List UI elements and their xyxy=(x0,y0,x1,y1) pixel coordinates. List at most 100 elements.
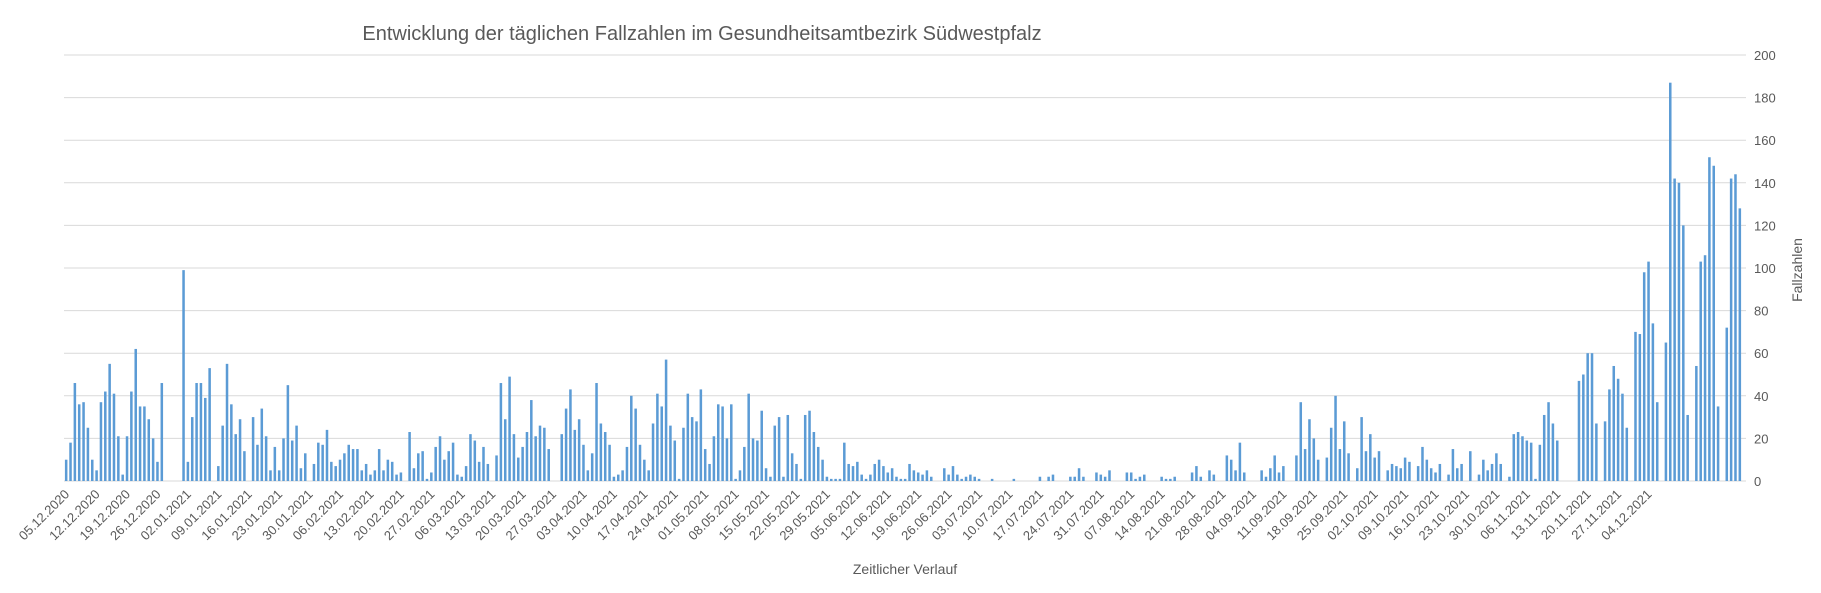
bar xyxy=(1347,453,1350,481)
bar xyxy=(317,442,320,481)
bar xyxy=(956,474,959,481)
bar xyxy=(160,383,164,481)
bar xyxy=(1134,478,1137,481)
bar xyxy=(417,453,420,481)
bar xyxy=(1699,261,1702,481)
bar xyxy=(73,383,77,481)
bar xyxy=(1447,474,1450,481)
bar xyxy=(499,383,503,481)
bar xyxy=(486,463,490,481)
bar xyxy=(1621,393,1624,481)
y-tick-label: 100 xyxy=(1754,261,1776,276)
bar xyxy=(347,444,350,481)
bar xyxy=(1586,353,1589,481)
bar xyxy=(1416,466,1420,481)
bar xyxy=(1634,331,1637,481)
bar xyxy=(1425,459,1429,481)
bar xyxy=(299,468,303,481)
bar xyxy=(1260,470,1263,481)
bar xyxy=(630,395,633,481)
bar xyxy=(560,434,564,481)
bar xyxy=(356,449,359,481)
bar xyxy=(112,393,116,481)
bar xyxy=(1451,449,1455,481)
bar xyxy=(647,470,650,481)
bar xyxy=(390,461,394,481)
bar xyxy=(234,434,237,481)
bar xyxy=(573,429,577,481)
bar xyxy=(930,476,933,481)
bar xyxy=(338,459,342,481)
bar xyxy=(617,474,620,481)
bar xyxy=(603,432,607,481)
bar xyxy=(1199,476,1203,481)
bar xyxy=(1129,472,1133,481)
bar xyxy=(916,472,920,481)
bar xyxy=(204,397,207,481)
y-axis-title: Fallzahlen xyxy=(1789,238,1805,302)
bar xyxy=(738,470,742,481)
bar xyxy=(451,442,455,481)
bar xyxy=(1664,342,1668,481)
bar xyxy=(1356,468,1359,481)
bar xyxy=(1225,455,1229,481)
bar xyxy=(912,470,916,481)
bar xyxy=(1312,438,1316,481)
bar xyxy=(860,474,863,481)
bar xyxy=(1303,449,1307,481)
bar xyxy=(456,474,459,481)
y-tick-label: 40 xyxy=(1754,389,1768,404)
bar xyxy=(1277,472,1281,481)
bar xyxy=(325,429,329,481)
bar xyxy=(1138,476,1142,481)
bar xyxy=(795,463,798,481)
bar xyxy=(1582,374,1585,481)
bar xyxy=(595,383,598,481)
y-tick-label: 60 xyxy=(1754,346,1768,361)
bar xyxy=(1125,472,1129,481)
bar xyxy=(1299,402,1303,481)
bar xyxy=(1073,476,1076,481)
bar xyxy=(1269,468,1272,481)
bar xyxy=(477,461,481,481)
bar xyxy=(947,474,950,481)
y-tick-label: 180 xyxy=(1754,91,1776,106)
bar xyxy=(373,470,377,481)
bar xyxy=(99,402,103,481)
bar xyxy=(256,444,259,481)
bar xyxy=(1703,255,1707,481)
bar xyxy=(547,449,550,481)
bar xyxy=(295,425,298,481)
bar xyxy=(1725,327,1729,481)
bar xyxy=(1390,463,1394,481)
bar xyxy=(1577,380,1581,481)
bar xyxy=(1712,165,1715,481)
bar xyxy=(360,470,364,481)
bar xyxy=(408,432,411,481)
bar xyxy=(608,444,611,481)
y-axis-ticks: 0 20 40 60 80 100 120 140 160 180 200 xyxy=(1754,48,1776,489)
bar xyxy=(699,389,703,481)
bar xyxy=(1434,472,1437,481)
bar xyxy=(412,468,416,481)
bar xyxy=(690,417,694,481)
bar xyxy=(1099,474,1103,481)
bar xyxy=(886,472,890,481)
y-tick-label: 0 xyxy=(1754,474,1761,489)
bar xyxy=(1655,402,1659,481)
bar xyxy=(1360,417,1363,481)
y-tick-label: 160 xyxy=(1754,133,1776,148)
bar xyxy=(1595,423,1598,481)
bar xyxy=(1403,457,1407,481)
bar xyxy=(399,472,403,481)
bar xyxy=(1399,468,1403,481)
bar xyxy=(716,404,720,481)
bar xyxy=(1438,463,1442,481)
bar xyxy=(182,270,185,481)
bar xyxy=(569,389,572,481)
bar xyxy=(1377,451,1381,481)
bar xyxy=(1338,449,1342,481)
bar xyxy=(1047,476,1050,481)
bar xyxy=(425,478,429,481)
